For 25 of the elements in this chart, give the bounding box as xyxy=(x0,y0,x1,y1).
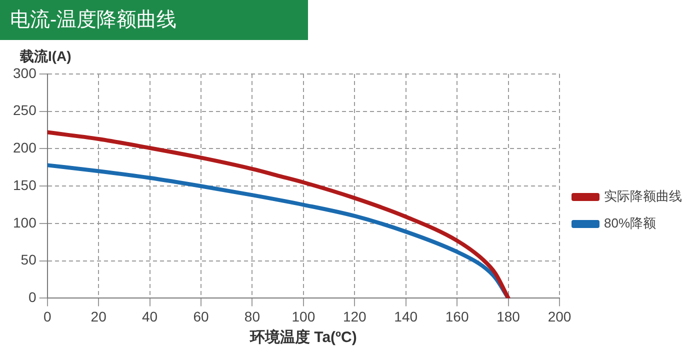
x-tick-label: 200 xyxy=(548,308,572,324)
x-tick-label: 100 xyxy=(292,308,316,324)
x-tick-label: 80 xyxy=(244,308,260,324)
legend-label: 80%降额 xyxy=(604,216,656,231)
line-series xyxy=(47,163,510,298)
legend-label: 实际降额曲线 xyxy=(604,188,682,204)
x-tick-label: 20 xyxy=(90,308,107,324)
x-tick-label: 140 xyxy=(394,308,418,324)
y-tick-label: 100 xyxy=(13,214,37,230)
x-axis-title: 环境温度 Ta(ºC) xyxy=(248,328,357,346)
y-axis-title: 载流I(A) xyxy=(19,48,72,64)
chart-title: 电流-温度降额曲线 xyxy=(0,0,308,40)
x-tick-label: 160 xyxy=(445,308,469,324)
y-tick-label: 50 xyxy=(20,252,37,268)
x-tick-label: 0 xyxy=(43,308,52,324)
x-tick-label: 60 xyxy=(193,308,209,324)
x-tick-label: 120 xyxy=(342,308,367,324)
y-tick-label: 150 xyxy=(13,176,37,193)
y-tick-label: 200 xyxy=(13,140,37,156)
x-tick-label: 180 xyxy=(496,308,520,324)
x-tick-label: 40 xyxy=(142,308,158,324)
line-series xyxy=(47,130,510,298)
y-tick-label: 300 xyxy=(13,64,37,81)
y-tick-label: 250 xyxy=(13,102,37,118)
y-tick-label: 0 xyxy=(28,289,37,306)
